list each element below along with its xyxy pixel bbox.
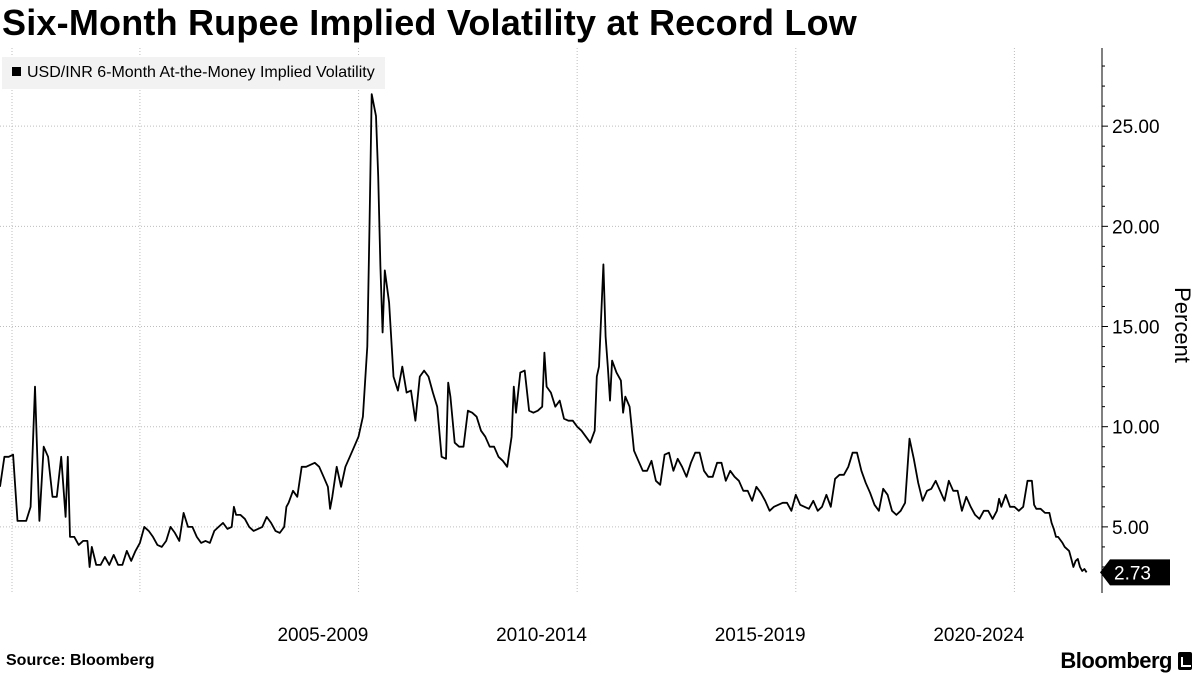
legend-label: USD/INR 6-Month At-the-Money Implied Vol…: [27, 64, 375, 81]
legend: USD/INR 6-Month At-the-Money Implied Vol…: [2, 57, 385, 89]
bloomberg-logo: Bloomberg: [1060, 648, 1192, 674]
y-tick-label: 10.00: [1112, 418, 1160, 439]
source-note: Source: Bloomberg: [6, 652, 155, 669]
x-tick-label: 2005-2009: [277, 625, 368, 646]
last-value-tag: [1100, 559, 1170, 586]
y-axis-title: Percent: [1170, 287, 1195, 363]
legend-swatch: [12, 67, 21, 76]
x-tick-label: 2015-2019: [715, 625, 806, 646]
x-tick-label: 2020-2024: [933, 625, 1024, 646]
last-value-label: 2.73: [1114, 563, 1151, 584]
chart-title: Six-Month Rupee Implied Volatility at Re…: [2, 2, 858, 43]
series-line: [0, 93, 1088, 573]
gridlines: [0, 48, 1102, 593]
last-value-marker-group: 2.73: [1100, 559, 1170, 586]
y-tick-label: 5.00: [1112, 518, 1149, 539]
y-tick-label: 25.00: [1112, 117, 1160, 138]
x-axis-labels: 2005-2009 2010-2014 2015-2019 2020-2024: [277, 625, 1024, 646]
x-tick-label: 2010-2014: [496, 625, 587, 646]
y-tick-label: 20.00: [1112, 217, 1160, 238]
series-layer: [0, 93, 1088, 573]
bloomberg-icon: [1178, 652, 1192, 670]
y-tick-label: 15.00: [1112, 318, 1160, 339]
y-axis: 5.00 10.00 15.00 20.00 25.00: [1101, 48, 1160, 593]
brand-name: Bloomberg: [1060, 648, 1172, 673]
